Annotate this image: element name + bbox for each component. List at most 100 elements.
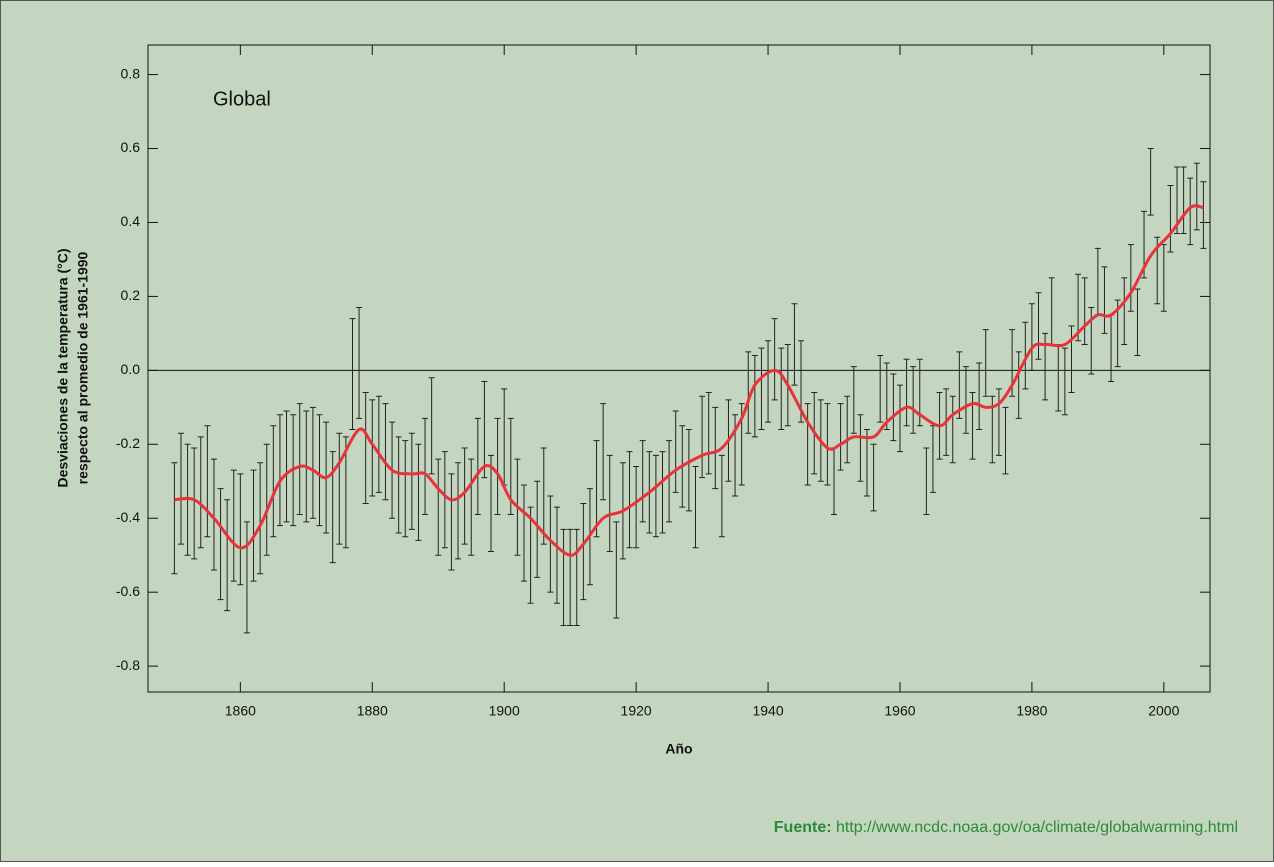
error-bar (547, 495, 554, 593)
x-tick-label: 2000 (1148, 703, 1179, 719)
y-tick-label: 0.6 (121, 139, 141, 155)
error-bar (468, 458, 475, 556)
error-bar (382, 403, 389, 501)
error-bar (257, 462, 264, 575)
error-bar (481, 380, 488, 479)
error-bar (705, 392, 712, 475)
y-tick-label: -0.2 (116, 435, 140, 451)
error-bar (877, 355, 884, 423)
error-bar (296, 403, 303, 516)
error-bar (422, 417, 429, 516)
error-bar (982, 329, 989, 397)
error-bar (844, 395, 851, 464)
error-bar (890, 373, 897, 442)
error-bar (1002, 406, 1009, 475)
error-bar (356, 306, 363, 419)
error-bar (1101, 266, 1108, 334)
error-bar (1147, 148, 1154, 216)
error-bar (791, 303, 798, 386)
error-bar (1121, 277, 1128, 345)
error-bar (553, 506, 560, 604)
error-bar (751, 355, 758, 438)
error-bar (402, 440, 409, 538)
y-axis-label: respecto al promedio de 1961-1990 (75, 251, 91, 484)
error-bar (758, 347, 765, 431)
error-bar (527, 506, 534, 604)
y-tick-label: -0.4 (116, 509, 140, 525)
error-bar (745, 351, 752, 434)
error-bar (488, 454, 495, 553)
error-bar (837, 403, 844, 471)
error-bar (923, 447, 930, 516)
error-bar (692, 465, 699, 549)
error-bar (870, 443, 877, 512)
error-bar (824, 403, 831, 486)
error-bar (263, 443, 270, 556)
error-bar (270, 425, 277, 538)
error-bar (494, 417, 501, 516)
y-tick-label: 0.0 (121, 361, 141, 377)
error-bar (956, 351, 963, 419)
chart-title: Global (213, 88, 271, 110)
error-bar (606, 454, 613, 553)
y-tick-label: 0.8 (121, 65, 141, 81)
error-bar (1127, 244, 1134, 312)
error-bar (316, 414, 323, 527)
error-bar (1200, 181, 1207, 249)
error-bar (283, 410, 290, 523)
error-bar (765, 340, 772, 423)
error-bar (204, 425, 211, 538)
error-bar (903, 358, 910, 427)
error-bar (718, 454, 725, 538)
source: Fuente: http://www.ncdc.noaa.gov/oa/clim… (774, 819, 1238, 836)
error-bar (560, 528, 567, 626)
error-bar (540, 447, 547, 545)
y-tick-label: -0.8 (116, 657, 140, 673)
error-bar (567, 528, 574, 626)
error-bar (639, 440, 646, 523)
error-bar (1134, 288, 1141, 357)
error-bar (276, 414, 283, 527)
error-bar (375, 395, 382, 493)
error-bar (626, 451, 633, 549)
x-tick-label: 1980 (1016, 703, 1047, 719)
y-axis-label: Desviaciones de la temperatura (°C) (55, 248, 71, 487)
x-tick-label: 1940 (752, 703, 783, 719)
error-bar (593, 440, 600, 538)
error-bar (850, 366, 857, 434)
x-tick-label: 1900 (489, 703, 520, 719)
error-bar (1035, 292, 1042, 360)
error-bar (342, 436, 349, 549)
error-bar (435, 458, 442, 556)
y-tick-label: -0.6 (116, 583, 140, 599)
error-bar (863, 429, 870, 497)
error-bar (197, 436, 204, 549)
error-bar (778, 347, 785, 431)
y-tick-label: 0.2 (121, 287, 141, 303)
x-tick-label: 1920 (621, 703, 652, 719)
error-bar (455, 462, 462, 560)
source-url: http://www.ncdc.noaa.gov/oa/climate/glob… (836, 819, 1238, 836)
error-bar (652, 454, 659, 538)
error-bar (171, 462, 178, 575)
error-bar (771, 318, 778, 401)
x-tick-label: 1860 (225, 703, 256, 719)
error-bar (896, 384, 903, 453)
error-bar (1187, 177, 1194, 246)
error-bar (369, 399, 376, 497)
error-bar (995, 388, 1002, 456)
error-bar (408, 432, 415, 530)
error-bar (336, 432, 343, 545)
error-bar (1022, 321, 1029, 390)
error-bar (250, 469, 257, 582)
error-bar (672, 410, 679, 493)
error-bar (520, 484, 527, 582)
error-bar (1081, 277, 1088, 345)
error-bar (1075, 273, 1082, 342)
error-bar (600, 403, 607, 501)
error-bar (237, 473, 244, 586)
error-bar (1068, 325, 1075, 394)
